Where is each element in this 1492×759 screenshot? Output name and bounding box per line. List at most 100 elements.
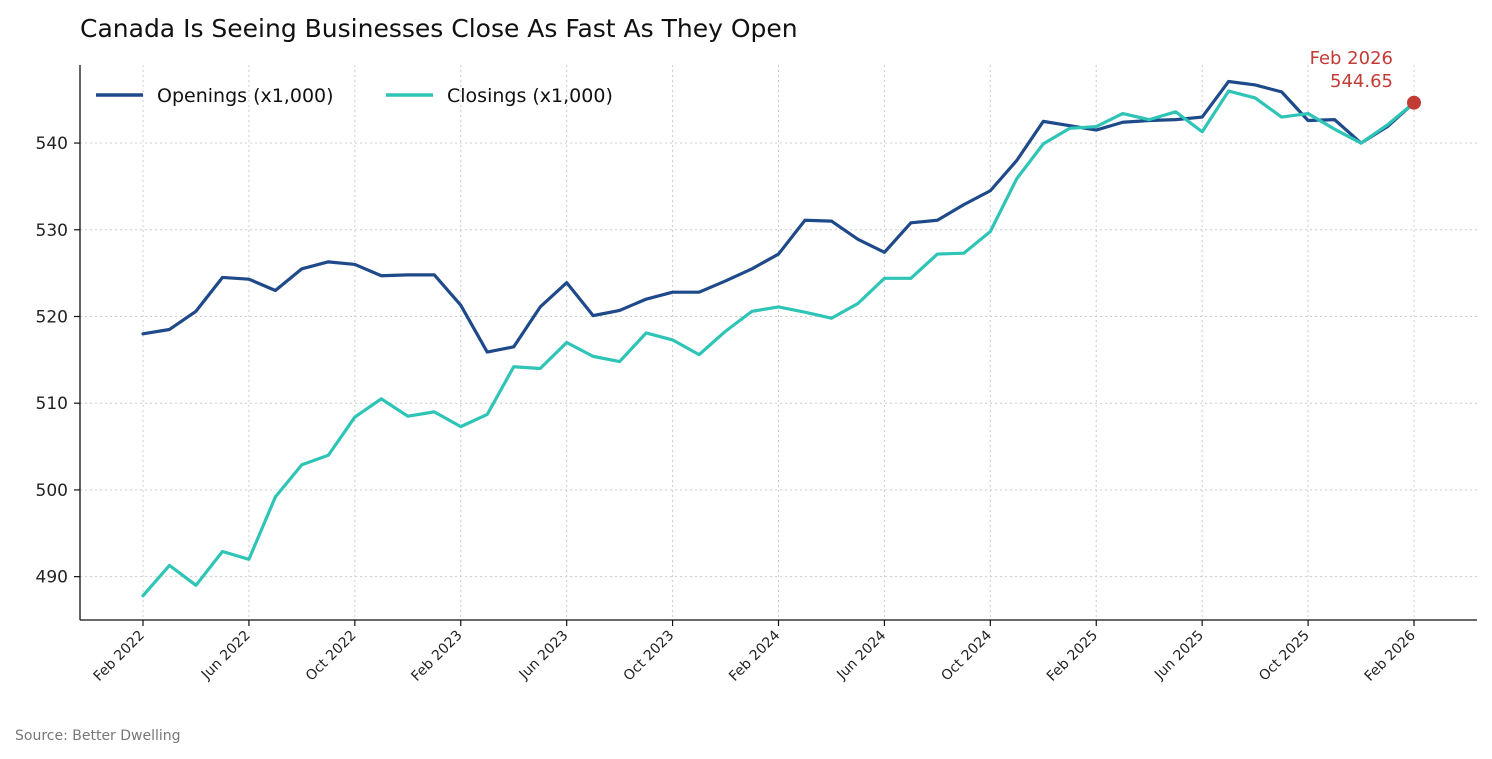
data-point xyxy=(1015,177,1019,181)
data-point xyxy=(379,397,383,401)
x-tick-label: Jun 2024 xyxy=(833,627,889,683)
series-line-closings xyxy=(141,89,1416,598)
data-point xyxy=(1253,83,1257,87)
data-point xyxy=(882,276,886,280)
x-tick-label: Jun 2025 xyxy=(1151,628,1207,684)
x-tick-label: Oct 2022 xyxy=(303,628,360,685)
x-tick-label: Feb 2025 xyxy=(1044,628,1101,685)
data-point xyxy=(432,410,436,414)
data-point xyxy=(803,310,807,314)
data-point xyxy=(935,218,939,222)
data-point xyxy=(856,301,860,305)
data-point xyxy=(697,290,701,294)
data-point xyxy=(273,288,277,292)
data-point xyxy=(220,275,224,279)
x-tick-label: Feb 2024 xyxy=(726,627,783,684)
grid xyxy=(80,65,1477,620)
data-point xyxy=(856,237,860,241)
data-point xyxy=(167,563,171,567)
data-point xyxy=(1333,118,1337,122)
data-point xyxy=(750,267,754,271)
data-point xyxy=(1280,90,1284,94)
data-point xyxy=(1227,89,1231,93)
data-point xyxy=(1253,96,1257,100)
series-lines xyxy=(141,79,1416,598)
data-point xyxy=(671,338,675,342)
annotation-value: 544.65 xyxy=(1330,71,1393,92)
data-point xyxy=(141,594,145,598)
data-point xyxy=(194,309,198,313)
data-point xyxy=(1200,130,1204,134)
data-point xyxy=(459,303,463,307)
data-point xyxy=(485,412,489,416)
series-line-openings xyxy=(141,79,1416,354)
data-point xyxy=(194,583,198,587)
y-tick-label: 520 xyxy=(36,307,68,327)
data-point xyxy=(724,279,728,283)
data-point xyxy=(538,305,542,309)
data-point xyxy=(300,267,304,271)
x-tick-label: Oct 2025 xyxy=(1256,628,1313,685)
y-axis-ticks: 490 500 510 520 530 540 xyxy=(36,134,80,588)
data-point xyxy=(565,341,569,345)
data-point xyxy=(326,260,330,264)
data-point xyxy=(829,219,833,223)
data-point xyxy=(777,305,781,309)
data-point xyxy=(167,327,171,331)
data-point xyxy=(803,218,807,222)
data-point xyxy=(1306,112,1310,116)
data-point xyxy=(1227,79,1231,83)
data-point xyxy=(1094,128,1098,132)
x-tick-label: Oct 2024 xyxy=(938,627,995,684)
data-point xyxy=(1200,115,1204,119)
data-point xyxy=(1386,123,1390,127)
data-point xyxy=(935,252,939,256)
data-point xyxy=(697,353,701,357)
data-point xyxy=(1174,110,1178,114)
data-point xyxy=(644,331,648,335)
data-point xyxy=(1280,115,1284,119)
y-tick-label: 530 xyxy=(36,221,68,241)
data-point xyxy=(1174,118,1178,122)
data-point xyxy=(988,230,992,234)
data-point xyxy=(882,250,886,254)
data-point xyxy=(485,350,489,354)
annotation-date: Feb 2026 xyxy=(1310,48,1393,69)
data-point xyxy=(247,557,251,561)
legend-label: Openings (x1,000) xyxy=(157,85,334,107)
data-point xyxy=(962,251,966,255)
legend: Openings (x1,000) Closings (x1,000) xyxy=(96,85,613,107)
chart-title: Canada Is Seeing Businesses Close As Fas… xyxy=(80,14,798,43)
data-point xyxy=(247,277,251,281)
data-point xyxy=(1306,119,1310,123)
data-point xyxy=(909,221,913,225)
data-point xyxy=(1333,127,1337,131)
annotation-marker xyxy=(1407,95,1421,110)
data-point xyxy=(406,273,410,277)
data-point xyxy=(591,314,595,318)
x-tick-label: Feb 2026 xyxy=(1362,627,1419,684)
data-point xyxy=(1094,125,1098,129)
data-point xyxy=(512,365,516,369)
data-point xyxy=(777,252,781,256)
source-note: Source: Better Dwelling xyxy=(15,728,181,744)
x-tick-label: Jun 2022 xyxy=(198,628,254,684)
x-tick-label: Jun 2023 xyxy=(516,628,572,684)
x-tick-label: Feb 2022 xyxy=(91,628,148,685)
data-point xyxy=(750,309,754,313)
data-point xyxy=(353,262,357,266)
data-point xyxy=(962,203,966,207)
data-point xyxy=(538,367,542,371)
x-tick-label: Oct 2023 xyxy=(621,628,678,685)
data-point xyxy=(406,414,410,418)
data-point xyxy=(1121,120,1125,124)
data-point xyxy=(220,549,224,553)
data-point xyxy=(1068,126,1072,130)
data-point xyxy=(724,329,728,333)
data-point xyxy=(1015,158,1019,162)
data-point xyxy=(273,495,277,499)
data-point xyxy=(988,189,992,193)
data-point xyxy=(1041,142,1045,146)
legend-label: Closings (x1,000) xyxy=(447,85,613,107)
